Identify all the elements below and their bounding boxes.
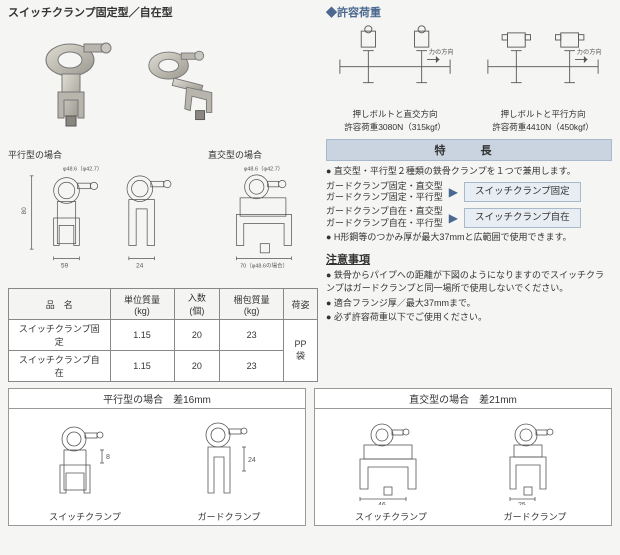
diagram-parallel-svg: φ48.6（φ42.7） 80 59 24 bbox=[8, 163, 202, 273]
dim-sw-c: 46 bbox=[378, 502, 386, 505]
combo-1-b: ガードクランプ固定・平行型 bbox=[326, 192, 443, 204]
caution-2: ● 適合フランジ厚／最大37mmまで。 bbox=[326, 297, 612, 311]
caution-1: ● 鉄骨からパイプへの距離が下図のようになりますのでスイッチクランプはガードクラ… bbox=[326, 269, 612, 296]
diagram-row: 平行型の場合 φ48.6（φ42.7） bbox=[8, 142, 318, 282]
top-section: スイッチクランプ固定型／自在型 bbox=[8, 4, 612, 382]
th-name: 品 名 bbox=[9, 289, 111, 320]
dim-pipe-1: φ48.6（φ42.7） bbox=[63, 165, 103, 172]
td-pack: PP袋 bbox=[284, 320, 318, 382]
load-cap-b1: 押しボルトと平行方向 bbox=[474, 109, 612, 120]
feature-2: ● H形鋼等のつかみ厚が最大37mmと広範囲で使用できます。 bbox=[326, 231, 612, 245]
td-mass: 1.15 bbox=[110, 351, 174, 382]
diagram-cross-label: 直交型の場合 bbox=[208, 148, 318, 161]
combo-1: ガードクランプ固定・直交型 ガードクランプ固定・平行型 ▶ スイッチクランプ固定 bbox=[326, 181, 612, 204]
td-mass: 1.15 bbox=[110, 320, 174, 351]
left-column: スイッチクランプ固定型／自在型 bbox=[8, 4, 318, 382]
force-label-b: 力の方向 bbox=[577, 48, 602, 56]
table-row: スイッチクランプ自在 1.15 20 23 bbox=[9, 351, 318, 382]
load-cap-b2: 許容荷重4410N（450kgf） bbox=[474, 122, 612, 133]
dim-w3: 70（φ48.6の場合） bbox=[240, 262, 288, 270]
bottom-right-header: 直交型の場合 差21mm bbox=[315, 389, 611, 409]
dim-pipe-2: φ48.6（φ42.7） bbox=[244, 165, 284, 172]
bottom-left-switch: 8 スイッチクランプ bbox=[30, 415, 140, 523]
product-images bbox=[8, 24, 318, 142]
diagram-cross: 直交型の場合 φ48.6（φ42.7） 70（φ48.6の場合） bbox=[208, 148, 318, 276]
dim-gd-p: 24 bbox=[248, 457, 256, 464]
bottom-section: 平行型の場合 差16mm 8 スイッチクランプ bbox=[8, 388, 612, 526]
combo-2-box: スイッチクランプ自在 bbox=[464, 208, 581, 228]
bottom-svg-sw-c: 46 bbox=[336, 415, 446, 505]
th-pack: 荷姿 bbox=[284, 289, 318, 320]
page-root: スイッチクランプ固定型／自在型 bbox=[0, 0, 620, 530]
dim-h: 80 bbox=[21, 207, 28, 215]
right-column: ◆許容荷重 力の方向 押しボルトと直交方向 bbox=[326, 4, 612, 382]
product-photo-swivel bbox=[138, 30, 228, 130]
load-item-a: 力の方向 押しボルトと直交方向 許容荷重3080N（315kgf） bbox=[326, 24, 464, 133]
diagram-cross-svg: φ48.6（φ42.7） 70（φ48.6の場合） bbox=[208, 163, 318, 273]
combo-2: ガードクランプ自在・直交型 ガードクランプ自在・平行型 ▶ スイッチクランプ自在 bbox=[326, 206, 612, 229]
bottom-cap-sw2: スイッチクランプ bbox=[336, 510, 446, 523]
load-svg-a: 力の方向 bbox=[326, 24, 464, 104]
combo-2-left: ガードクランプ自在・直交型 ガードクランプ自在・平行型 bbox=[326, 206, 443, 229]
td-qty: 20 bbox=[174, 320, 220, 351]
td-pkg: 23 bbox=[220, 320, 284, 351]
arrow-icon: ▶ bbox=[449, 209, 458, 227]
bottom-left-header: 平行型の場合 差16mm bbox=[9, 389, 305, 409]
bottom-right-guard: 25 ガードクランプ bbox=[480, 415, 590, 523]
load-item-b: 力の方向 押しボルトと平行方向 許容荷重4410N（450kgf） bbox=[474, 24, 612, 133]
bottom-box-left: 平行型の場合 差16mm 8 スイッチクランプ bbox=[8, 388, 306, 526]
combo-1-a: ガードクランプ固定・直交型 bbox=[326, 181, 443, 193]
spec-table: 品 名 単位質量(kg) 入数(個) 梱包質量(kg) 荷姿 スイッチクランプ固… bbox=[8, 288, 318, 382]
load-cap-a1: 押しボルトと直交方向 bbox=[326, 109, 464, 120]
product-title: スイッチクランプ固定型／自在型 bbox=[8, 4, 318, 20]
bottom-right-switch: 46 スイッチクランプ bbox=[336, 415, 446, 523]
product-photo-fixed bbox=[28, 30, 118, 130]
bottom-box-right: 直交型の場合 差21mm 46 スイッチクランプ bbox=[314, 388, 612, 526]
bottom-cap-gd: ガードクランプ bbox=[174, 510, 284, 523]
combo-2-b: ガードクランプ自在・平行型 bbox=[326, 218, 443, 230]
bottom-left-guard: 24 ガードクランプ bbox=[174, 415, 284, 523]
features-list: ● 直交型・平行型２種類の鉄骨クランプを１つで兼用します。 ガードクランプ固定・… bbox=[326, 165, 612, 245]
features-bar: 特 長 bbox=[326, 139, 612, 161]
dim-w2: 24 bbox=[136, 263, 144, 270]
combo-1-left: ガードクランプ固定・直交型 ガードクランプ固定・平行型 bbox=[326, 181, 443, 204]
caution-title: 注意事項 bbox=[326, 251, 612, 267]
td-name: スイッチクランプ自在 bbox=[9, 351, 111, 382]
combo-1-box: スイッチクランプ固定 bbox=[464, 182, 581, 202]
th-qty: 入数(個) bbox=[174, 289, 220, 320]
td-qty: 20 bbox=[174, 351, 220, 382]
arrow-icon: ▶ bbox=[449, 183, 458, 201]
td-pkg: 23 bbox=[220, 351, 284, 382]
table-header-row: 品 名 単位質量(kg) 入数(個) 梱包質量(kg) 荷姿 bbox=[9, 289, 318, 320]
force-label-a: 力の方向 bbox=[429, 48, 454, 56]
combo-2-a: ガードクランプ自在・直交型 bbox=[326, 206, 443, 218]
bottom-cap-gd2: ガードクランプ bbox=[480, 510, 590, 523]
load-svg-b: 力の方向 bbox=[474, 24, 612, 104]
caution-3: ● 必ず許容荷重以下でご使用ください。 bbox=[326, 311, 612, 325]
td-name: スイッチクランプ固定 bbox=[9, 320, 111, 351]
load-row: 力の方向 押しボルトと直交方向 許容荷重3080N（315kgf） bbox=[326, 24, 612, 133]
dim-sw-p: 8 bbox=[106, 454, 110, 461]
diagram-parallel-label: 平行型の場合 bbox=[8, 148, 202, 161]
bottom-svg-gd-c: 25 bbox=[480, 415, 590, 505]
bottom-svg-gd-p: 24 bbox=[174, 415, 284, 505]
load-cap-a2: 許容荷重3080N（315kgf） bbox=[326, 122, 464, 133]
load-title: ◆許容荷重 bbox=[326, 4, 612, 20]
bottom-right-body: 46 スイッチクランプ 25 ガードクランプ bbox=[315, 409, 611, 525]
bottom-cap-sw: スイッチクランプ bbox=[30, 510, 140, 523]
diagram-parallel: 平行型の場合 φ48.6（φ42.7） bbox=[8, 148, 202, 276]
th-pkg-mass: 梱包質量(kg) bbox=[220, 289, 284, 320]
feature-1: ● 直交型・平行型２種類の鉄骨クランプを１つで兼用します。 bbox=[326, 165, 612, 179]
dim-w1: 59 bbox=[61, 263, 69, 270]
bottom-svg-sw-p: 8 bbox=[30, 415, 140, 505]
caution-list: ● 鉄骨からパイプへの距離が下図のようになりますのでスイッチクランプはガードクラ… bbox=[326, 269, 612, 325]
th-mass: 単位質量(kg) bbox=[110, 289, 174, 320]
dim-gd-c: 25 bbox=[518, 502, 526, 505]
table-row: スイッチクランプ固定 1.15 20 23 PP袋 bbox=[9, 320, 318, 351]
bottom-left-body: 8 スイッチクランプ 24 ガードクランプ bbox=[9, 409, 305, 525]
